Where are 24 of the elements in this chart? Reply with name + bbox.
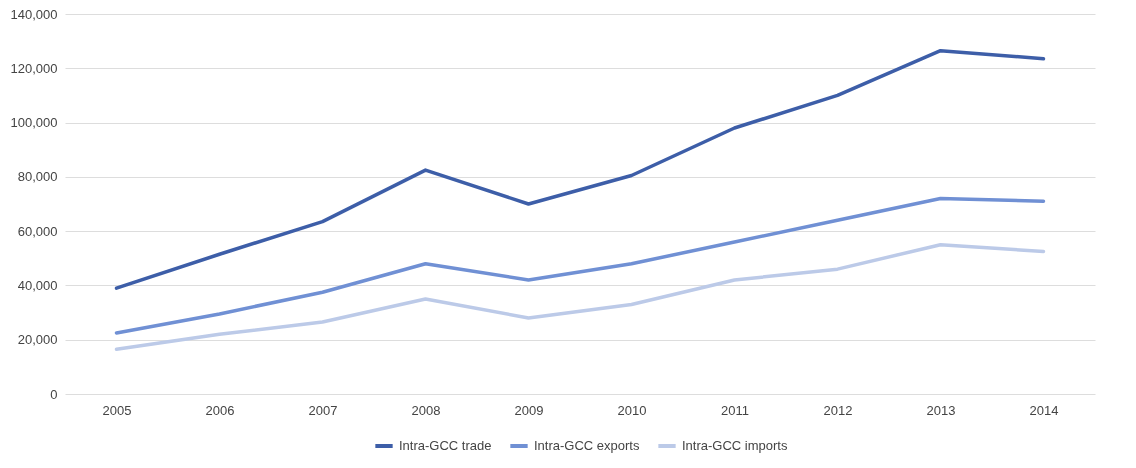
line-series <box>114 242 1046 351</box>
y-tick-label: 20,000 <box>17 332 58 348</box>
x-tick-label: 2008 <box>411 402 441 418</box>
x-tick-label: 2010 <box>617 402 647 418</box>
x-tick-label: 2014 <box>1029 402 1059 418</box>
y-tick-label: 0 <box>50 386 58 402</box>
x-tick-label: 2006 <box>205 402 235 418</box>
x-tick-label: 2013 <box>926 402 956 418</box>
y-tick-label: 140,000 <box>10 6 58 22</box>
y-tick-label: 120,000 <box>10 60 58 76</box>
line-series <box>114 48 1046 290</box>
y-tick-label: 40,000 <box>17 277 58 293</box>
x-tick-label: 2007 <box>308 402 338 418</box>
x-tick-label: 2009 <box>514 402 544 418</box>
y-tick-label: 60,000 <box>17 223 58 239</box>
x-tick-label: 2011 <box>721 402 749 418</box>
legend-label: Intra-GCC trade <box>399 438 492 453</box>
y-tick-label: 100,000 <box>10 115 58 131</box>
line-series <box>114 196 1046 335</box>
legend-label: Intra-GCC imports <box>682 438 788 453</box>
y-tick-label: 80,000 <box>17 169 58 185</box>
x-tick-label: 2005 <box>102 402 132 418</box>
x-tick-label: 2012 <box>823 402 853 418</box>
legend-label: Intra-GCC exports <box>534 438 640 453</box>
